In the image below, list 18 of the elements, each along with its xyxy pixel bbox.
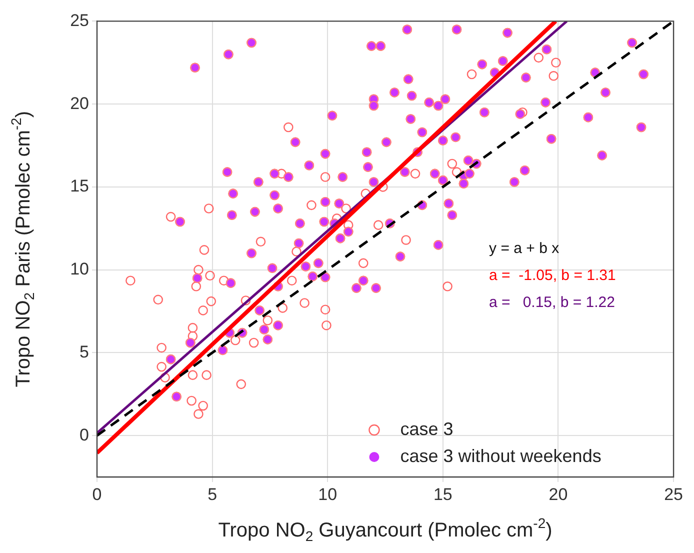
y-tick-label: 25 — [70, 10, 89, 30]
x-tick-label: 15 — [433, 484, 452, 504]
annotation: a = -1.05, b = 1.31 — [489, 267, 616, 284]
x-tick-label: 0 — [92, 484, 102, 504]
x-tick-label: 5 — [208, 484, 218, 504]
annotation: a = 0.15, b = 1.22 — [489, 294, 615, 312]
y-tick-label: 15 — [70, 176, 89, 196]
annotation: y = a + b x — [489, 240, 560, 258]
x-tick-label: 20 — [548, 484, 568, 504]
y-tick-label: 5 — [80, 342, 89, 362]
legend-label: case 3 — [400, 418, 454, 439]
y-tick-label: 0 — [80, 425, 89, 444]
y-tick-label: 10 — [70, 260, 89, 279]
legend-label: case 3 without weekends — [400, 446, 602, 466]
y-axis-title: Tropo NO2 Paris (Pmolec cm-2) — [8, 110, 37, 388]
x-tick-label: 25 — [664, 484, 684, 504]
y-tick-label: 20 — [70, 94, 89, 113]
x-tick-label: 10 — [318, 484, 338, 504]
